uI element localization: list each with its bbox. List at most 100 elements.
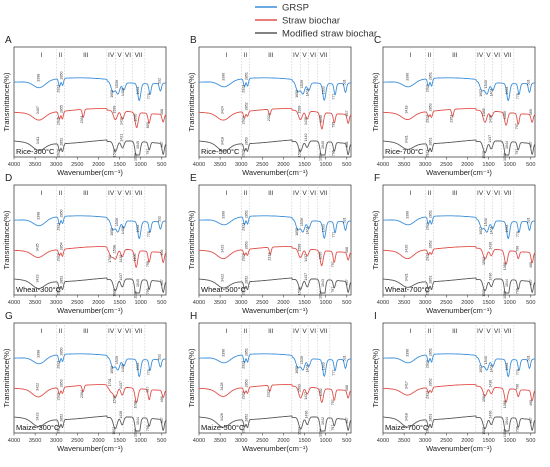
peak-label: 2851 [429, 72, 433, 80]
legend-entry-grsp: GRSP [255, 3, 309, 14]
peak-label: 1436 [488, 242, 492, 250]
region-label: VI [125, 52, 131, 59]
sample-label: Rice-300°C [16, 147, 55, 156]
region-label: IV [293, 190, 300, 197]
peak-label: 798 [146, 425, 150, 431]
x-tick-label: 1500 [482, 300, 494, 306]
y-axis-label: Transmittance(%) [187, 348, 196, 407]
peak-label: 1658 [110, 228, 114, 236]
peak-label: 1598 [297, 287, 301, 295]
region-label: IV [108, 190, 115, 197]
peak-label: 1585 [482, 427, 486, 435]
peak-label: 467 [345, 417, 349, 423]
peak-label: 797 [515, 123, 519, 129]
region-label: V [117, 190, 122, 197]
x-tick-label: 1000 [319, 300, 331, 306]
y-axis-label: Transmittance(%) [2, 210, 11, 269]
peak-label: 3423 [35, 275, 39, 283]
peak-label: 1042 [321, 417, 325, 425]
peak-label: 1437 [304, 273, 308, 281]
peak-label: 1095 [134, 114, 138, 122]
peak-label: 1440 [304, 134, 308, 142]
peak-label: 531 [343, 355, 347, 361]
peak-label: 1094 [319, 429, 323, 437]
series-straw-biochar-line [14, 246, 167, 268]
peak-label: 2324 [267, 113, 271, 121]
peak-label: 2920 [242, 149, 246, 157]
x-tick-label: 2000 [461, 162, 473, 168]
peak-label: 1540 [484, 356, 488, 364]
peak-label: 2851 [429, 348, 433, 356]
peak-label: 2923 [241, 85, 245, 93]
peak-label: 777 [332, 94, 336, 100]
x-tick-label: 500 [342, 438, 351, 444]
peak-label: 466 [160, 249, 164, 255]
sample-label: Rice-500°C [201, 147, 240, 156]
region-label: VII [504, 328, 512, 335]
peak-label: 2853 [244, 137, 248, 145]
peak-label: 2920 [57, 149, 61, 157]
peak-label: 797 [331, 399, 335, 405]
peak-label: 1583 [482, 257, 486, 265]
peak-label: 1436 [488, 411, 492, 419]
peak-label: 1089 [503, 291, 507, 299]
peak-label: 468 [345, 142, 349, 148]
peak-label: 467 [345, 279, 349, 285]
region-label: VII [504, 190, 512, 197]
legend-label-grsp: GRSP [282, 3, 309, 14]
peak-label: 1539 [115, 356, 119, 364]
plot-frame [198, 322, 352, 434]
peak-label: 778 [516, 369, 520, 375]
peak-label: 1034 [136, 86, 140, 94]
peak-label: 2853 [244, 379, 248, 387]
peak-label: 1436 [488, 380, 492, 388]
y-axis-label: Transmittance(%) [2, 72, 11, 131]
x-tick-label: 4000 [193, 162, 205, 168]
x-tick-label: 1500 [298, 162, 310, 168]
peak-label: 1086 [503, 262, 507, 270]
series-straw-biochar-line [199, 384, 352, 403]
region-label: IV [293, 328, 300, 335]
peak-label: 1098 [133, 400, 137, 408]
x-tick-label: 2500 [71, 438, 83, 444]
peak-label: 1658 [295, 228, 299, 236]
peak-label: 2852 [429, 240, 433, 248]
peak-label: 3418 [405, 413, 409, 421]
peak-label: 1658 [110, 90, 114, 98]
peak-label: 2924 [56, 392, 60, 400]
series-modified-straw-biochar-line [13, 415, 167, 432]
peak-label: 3398 [36, 350, 40, 358]
x-tick-label: 500 [157, 300, 166, 306]
peak-label: 799 [146, 289, 150, 295]
x-tick-label: 4000 [377, 438, 389, 444]
region-label: VII [135, 328, 143, 335]
peak-label: 3396 [221, 73, 225, 81]
series-grsp-line [14, 215, 167, 240]
peak-label: 2924 [425, 84, 429, 92]
region-label: IV [108, 52, 115, 59]
region-label: V [117, 328, 122, 335]
plot-frame [198, 184, 352, 296]
peak-label: 1602 [112, 427, 116, 435]
peak-label: 1598 [112, 149, 116, 157]
x-tick-label: 500 [342, 162, 351, 168]
x-tick-label: 1000 [503, 300, 515, 306]
peak-label: 467 [345, 110, 349, 116]
peak-label: 1437 [488, 135, 492, 143]
series-straw-biochar-line [199, 246, 352, 267]
region-label: VII [135, 52, 143, 59]
sample-label: Wheat-700°C [385, 285, 431, 294]
peak-label: 3398 [36, 74, 40, 82]
peak-label: 1585 [482, 289, 486, 297]
peak-label: 2851 [429, 276, 433, 284]
x-axis-label: Wavenumber(cm⁻¹) [242, 306, 308, 315]
x-tick-label: 2500 [440, 300, 452, 306]
region-label: VI [310, 190, 316, 197]
legend-entry-straw-biochar: Straw biochar [255, 16, 340, 27]
x-tick-label: 4000 [8, 162, 20, 168]
x-tick-label: 1500 [482, 162, 494, 168]
peak-label: 796 [515, 246, 519, 252]
x-tick-label: 1500 [113, 300, 125, 306]
peak-label: 2922 [426, 115, 430, 123]
